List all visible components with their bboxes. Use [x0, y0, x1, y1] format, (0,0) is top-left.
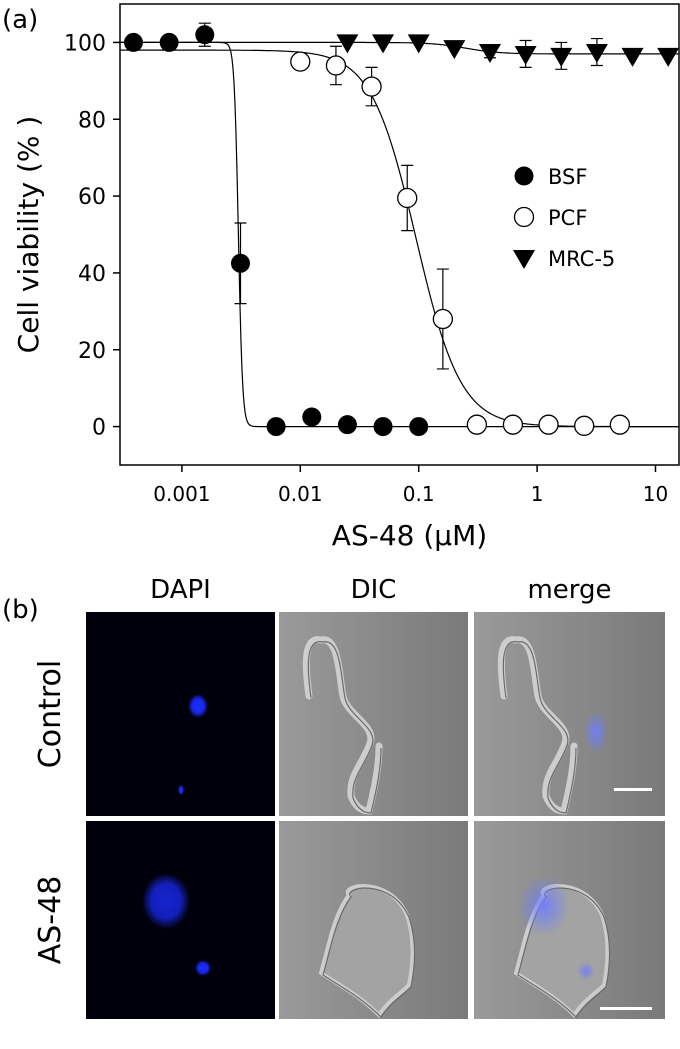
- kinetoplast: [195, 960, 211, 976]
- data-point: [585, 44, 608, 64]
- y-tick-label: 40: [78, 262, 106, 287]
- fit-curve: [120, 41, 679, 55]
- kinetoplast: [178, 785, 184, 795]
- legend-label: PCF: [548, 206, 587, 230]
- data-point: [514, 166, 534, 186]
- data-point: [373, 417, 393, 437]
- data-point: [409, 417, 429, 437]
- data-point: [230, 253, 250, 273]
- row-label: Control: [33, 660, 68, 768]
- data-point: [513, 206, 535, 228]
- nucleus-overlay: [584, 710, 608, 754]
- cell-shadow: [322, 887, 416, 1018]
- plot-frame: [119, 3, 680, 466]
- y-tick-label: 20: [78, 339, 106, 364]
- data-point: [337, 415, 357, 435]
- cell: [302, 636, 383, 815]
- panel-a-label: (a): [2, 5, 38, 35]
- series-pcf: [120, 45, 679, 436]
- dapi-background: [86, 612, 275, 816]
- column-label: DAPI: [150, 575, 211, 605]
- x-tick-label: 10: [643, 482, 668, 506]
- panel-control-dapi: [86, 612, 275, 816]
- data-point: [657, 47, 679, 67]
- kinetoplast-overlay: [577, 962, 595, 980]
- data-point: [266, 417, 286, 437]
- cell-outline: [497, 636, 578, 815]
- data-point: [609, 414, 630, 435]
- legend-item: BSF: [514, 165, 587, 189]
- data-point: [621, 47, 644, 67]
- row-label: AS-48: [33, 876, 68, 965]
- data-point: [550, 47, 573, 67]
- column-label: DIC: [351, 575, 397, 605]
- y-tick-label: 80: [78, 108, 106, 133]
- x-tick-label: 0.001: [153, 482, 210, 506]
- nucleus-overlay: [518, 876, 570, 936]
- data-point: [538, 414, 559, 435]
- data-point: [443, 40, 466, 60]
- legend: BSF PCF MRC-5: [513, 165, 615, 271]
- column-label: merge: [527, 575, 611, 605]
- cell: [497, 636, 578, 815]
- cell-shadow: [307, 641, 382, 814]
- x-tick-label: 1: [531, 482, 544, 506]
- data-point: [513, 250, 535, 269]
- series-bsf: [120, 22, 679, 437]
- cell-outline: [302, 636, 383, 815]
- data-point: [372, 34, 395, 54]
- data-point: [195, 25, 215, 45]
- nucleus: [142, 873, 190, 929]
- data-point: [432, 308, 454, 330]
- legend-label: BSF: [548, 165, 587, 189]
- data-point: [361, 76, 382, 97]
- cell-shadow: [517, 887, 611, 1018]
- data-point: [290, 51, 311, 72]
- data-point: [397, 187, 418, 209]
- panel-as-48-merge: [474, 821, 665, 1019]
- data-point: [302, 407, 322, 427]
- fit-curve: [120, 49, 679, 428]
- y-tick-label: 0: [92, 416, 106, 441]
- y-tick-label: 60: [78, 185, 106, 210]
- cell-shadow: [502, 641, 577, 814]
- data-point: [407, 34, 430, 54]
- data-point: [336, 34, 359, 54]
- scale-bar: [600, 1007, 652, 1010]
- panel-as-48-dapi: [86, 821, 275, 1019]
- x-axis-label: AS-48 (μM): [332, 519, 487, 552]
- scale-bar: [614, 788, 652, 791]
- data-point: [514, 45, 537, 65]
- viability-chart: 0 20 40 60 80 100 0.001 0.01 0.1 1 10 AS-48 (μM) Cel…: [12, 3, 680, 552]
- series-mrc-5: [120, 34, 679, 70]
- data-point: [478, 44, 501, 64]
- panel-control-dic: [279, 612, 468, 816]
- y-axis-label: Cell viability (% ): [12, 116, 45, 354]
- data-point: [466, 414, 488, 435]
- data-point: [502, 414, 524, 435]
- cell: [318, 884, 416, 1019]
- y-tick-label: 100: [64, 31, 106, 56]
- panel-as-48-dic: [279, 821, 468, 1019]
- panel-b-label: (b): [2, 595, 39, 625]
- legend-label: MRC-5: [548, 247, 615, 271]
- data-point: [325, 55, 347, 76]
- legend-item: MRC-5: [513, 247, 615, 271]
- x-tick-label: 0.01: [278, 482, 323, 506]
- panel-control-merge: [474, 612, 665, 816]
- fit-curve: [120, 41, 679, 428]
- nucleus: [188, 694, 208, 718]
- data-point: [574, 415, 595, 436]
- x-tick-label: 0.1: [403, 482, 435, 506]
- microscopy-grid: DAPI DIC merge Control AS-48: [33, 575, 665, 1019]
- legend-item: PCF: [513, 206, 587, 230]
